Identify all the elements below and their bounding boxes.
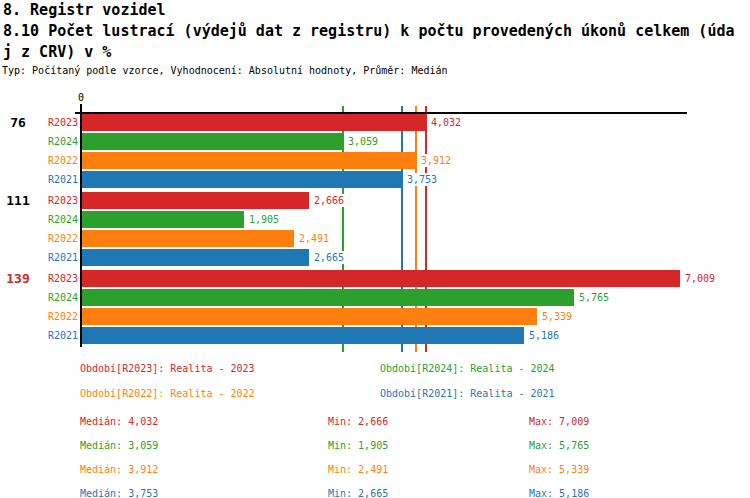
bar-value-label-r2021-group-139: 5,186	[528, 329, 560, 342]
bar-r2024-group-76	[82, 133, 343, 150]
indicator-title-line-1: 8.10 Počet lustrací (výdejů dat z regist…	[3, 21, 735, 42]
bar-value-label-r2023-group-139: 7,009	[684, 272, 716, 285]
page-title: 8. Registr vozidel	[3, 0, 166, 21]
bar-r2023-group-111	[82, 192, 309, 209]
stat-median-r2021: Medián: 3,753	[80, 488, 158, 498]
bar-value-label-r2021-group-76: 3,753	[406, 173, 438, 186]
bar-row-label-r2024-group-76: R2024	[40, 133, 78, 150]
bar-value-label-r2022-group-111: 2,491	[298, 232, 330, 245]
stat-max-r2021: Max: 5,186	[529, 488, 589, 498]
legend-item-r2023: Období[R2023]: Realita - 2023	[80, 363, 255, 375]
bar-r2022-group-139	[82, 308, 537, 325]
bar-value-label-r2024-group-76: 3,059	[347, 135, 379, 148]
stat-max-r2023: Max: 7,009	[529, 416, 589, 428]
stat-min-r2024: Min: 1,905	[328, 440, 388, 452]
bar-row-label-r2024-group-111: R2024	[40, 211, 78, 228]
bar-r2021-group-76	[82, 171, 402, 188]
bar-r2022-group-76	[82, 152, 416, 169]
bar-value-label-r2021-group-111: 2,665	[313, 251, 345, 264]
legend-item-r2024: Období[R2024]: Realita - 2024	[380, 363, 555, 375]
bar-row-label-r2023-group-76: R2023	[40, 114, 78, 131]
stat-max-r2022: Max: 5,339	[529, 464, 589, 476]
bar-value-label-r2023-group-76: 4,032	[430, 116, 462, 129]
bar-value-label-r2024-group-111: 1,905	[248, 213, 280, 226]
bar-row-label-r2022-group-76: R2022	[40, 152, 78, 169]
stat-median-r2024: Medián: 3,059	[80, 440, 158, 452]
bar-r2021-group-111	[82, 249, 309, 266]
group-label-139: 139	[0, 272, 36, 286]
bar-row-label-r2021-group-111: R2021	[40, 249, 78, 266]
legend-item-r2022: Období[R2022]: Realita - 2022	[80, 388, 255, 400]
stat-median-r2023: Medián: 4,032	[80, 416, 158, 428]
bar-row-label-r2022-group-111: R2022	[40, 230, 78, 247]
bar-row-label-r2023-group-139: R2023	[40, 270, 78, 287]
group-label-76: 76	[0, 116, 36, 130]
group-label-111: 111	[0, 194, 36, 208]
bar-r2024-group-111	[82, 211, 244, 228]
legend-item-r2021: Období[R2021]: Realita - 2021	[380, 388, 555, 400]
bar-r2024-group-139	[82, 289, 574, 306]
bar-r2022-group-111	[82, 230, 294, 247]
y-axis-line	[80, 104, 82, 347]
bar-row-label-r2022-group-139: R2022	[40, 308, 78, 325]
x-axis-line	[75, 112, 687, 114]
bar-value-label-r2024-group-139: 5,765	[578, 291, 610, 304]
bar-row-label-r2023-group-111: R2023	[40, 192, 78, 209]
indicator-title-line-2: j z CRV) v %	[3, 42, 111, 63]
bar-value-label-r2023-group-111: 2,666	[313, 194, 345, 207]
bar-row-label-r2021-group-139: R2021	[40, 327, 78, 344]
bar-r2021-group-139	[82, 327, 524, 344]
bar-r2023-group-76	[82, 114, 426, 131]
stat-min-r2023: Min: 2,666	[328, 416, 388, 428]
stat-min-r2022: Min: 2,491	[328, 464, 388, 476]
report-canvas: 8. Registr vozidel 8.10 Počet lustrací (…	[0, 0, 750, 498]
bar-value-label-r2022-group-139: 5,339	[541, 310, 573, 323]
chart-subtitle: Typ: Počítaný podle vzorce, Vyhodnocení:…	[2, 64, 448, 78]
bar-row-label-r2024-group-139: R2024	[40, 289, 78, 306]
stat-min-r2021: Min: 2,665	[328, 488, 388, 498]
stat-max-r2024: Max: 5,765	[529, 440, 589, 452]
bar-r2023-group-139	[82, 270, 680, 287]
bar-row-label-r2021-group-76: R2021	[40, 171, 78, 188]
bar-value-label-r2022-group-76: 3,912	[420, 154, 452, 167]
stat-median-r2022: Medián: 3,912	[80, 464, 158, 476]
x-axis-zero-label: 0	[74, 92, 88, 103]
